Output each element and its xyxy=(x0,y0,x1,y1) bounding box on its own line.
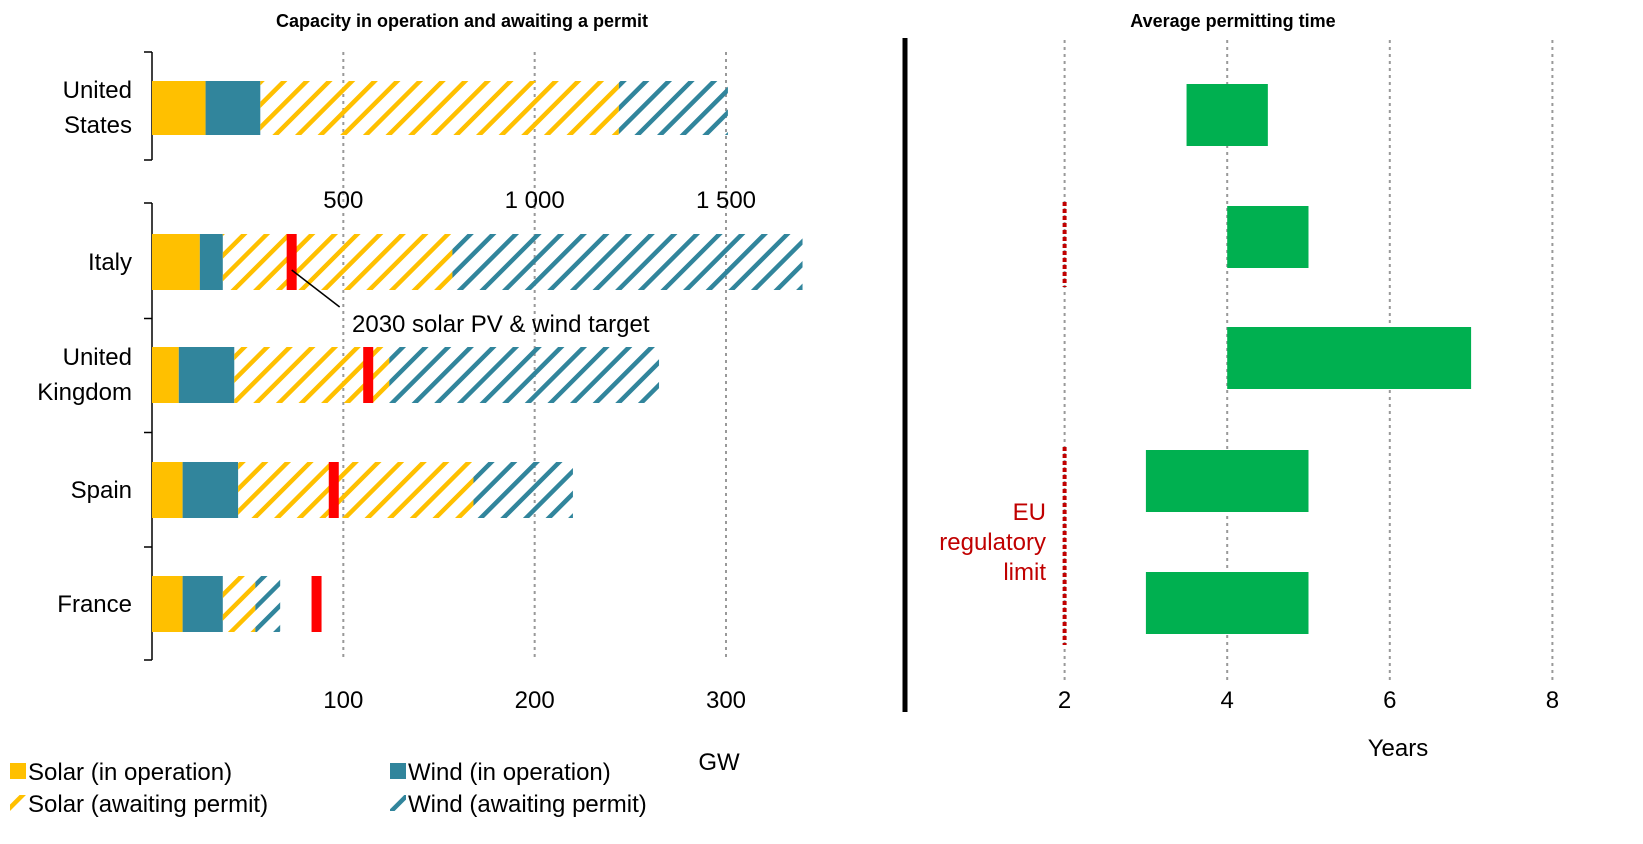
bar-solar-in-operation xyxy=(152,81,206,135)
bar-wind-awaiting-permit xyxy=(389,347,660,403)
category-label: Spain xyxy=(71,477,132,504)
permitting-range-bar xyxy=(1186,84,1268,146)
right-bars: EU regulatory limit xyxy=(939,84,1472,645)
target-marker xyxy=(363,347,374,403)
target-marker xyxy=(328,462,339,518)
right-x-tick-label: 6 xyxy=(1383,687,1396,714)
bar-solar-awaiting-permit xyxy=(238,462,474,518)
left-chart-title: Capacity in operation and awaiting a per… xyxy=(276,11,648,31)
eu-limit-label: EU regulatory limit xyxy=(939,499,1046,586)
bar-wind-awaiting-permit xyxy=(473,462,573,518)
bar-solar-in-operation xyxy=(152,576,183,632)
legend-label: Wind (awaiting permit) xyxy=(408,791,647,818)
target-marker xyxy=(286,234,297,290)
legend-swatch-wind-awaiting-permit xyxy=(390,795,406,811)
legend-label: Solar (awaiting permit) xyxy=(28,791,268,818)
bar-solar-in-operation xyxy=(152,234,200,290)
bar-wind-in-operation xyxy=(178,347,235,403)
permitting-range-bar xyxy=(1227,327,1472,389)
permitting-range-bar xyxy=(1145,450,1309,512)
bar-wind-awaiting-permit xyxy=(452,234,803,290)
legend-swatch-wind-in-operation xyxy=(390,763,406,779)
right-x-axis-label: Years xyxy=(1368,735,1429,762)
legend-label: Solar (in operation) xyxy=(28,759,232,786)
bar-wind-awaiting-permit xyxy=(255,576,281,632)
bar-solar-in-operation xyxy=(152,462,183,518)
left-bars: 500 1 000 1 500 United States 100 200 300 Italy U… xyxy=(37,51,803,714)
bar-solar-awaiting-permit xyxy=(222,576,256,632)
legend: Solar (in operation) Wind (in operation) S… xyxy=(10,759,647,818)
x-tick-label: 300 xyxy=(706,687,746,714)
left-x-axis-label: GW xyxy=(698,749,740,776)
right-x-tick-label: 8 xyxy=(1546,687,1559,714)
legend-swatch-solar-in-operation xyxy=(10,763,26,779)
bar-wind-in-operation xyxy=(199,234,223,290)
category-label: France xyxy=(57,591,132,618)
target-marker xyxy=(311,576,322,632)
permitting-range-bar xyxy=(1227,206,1309,268)
bar-solar-awaiting-permit xyxy=(260,81,619,135)
x-tick-label: 1 000 xyxy=(505,187,565,214)
category-label: Italy xyxy=(88,249,132,276)
legend-swatch-solar-awaiting-permit xyxy=(10,795,26,811)
target-annotation: 2030 solar PV & wind target xyxy=(352,311,650,338)
x-tick-label: 500 xyxy=(323,187,363,214)
category-label: United States xyxy=(63,77,132,139)
bar-wind-awaiting-permit xyxy=(618,81,728,135)
right-x-tick-label: 2 xyxy=(1058,687,1071,714)
permitting-range-bar xyxy=(1145,572,1309,634)
bar-wind-in-operation xyxy=(182,462,239,518)
category-label: United Kingdom xyxy=(37,344,132,406)
target-leader-line xyxy=(291,269,341,308)
bar-wind-in-operation xyxy=(205,81,261,135)
right-chart-title: Average permitting time xyxy=(1130,11,1335,31)
legend-label: Wind (in operation) xyxy=(408,759,611,786)
x-tick-label: 1 500 xyxy=(696,187,756,214)
bar-wind-in-operation xyxy=(182,576,223,632)
x-tick-label: 100 xyxy=(323,687,363,714)
right-x-tick-label: 4 xyxy=(1221,687,1234,714)
bar-solar-in-operation xyxy=(152,347,179,403)
x-tick-label: 200 xyxy=(515,687,555,714)
bar-solar-awaiting-permit xyxy=(222,234,453,290)
